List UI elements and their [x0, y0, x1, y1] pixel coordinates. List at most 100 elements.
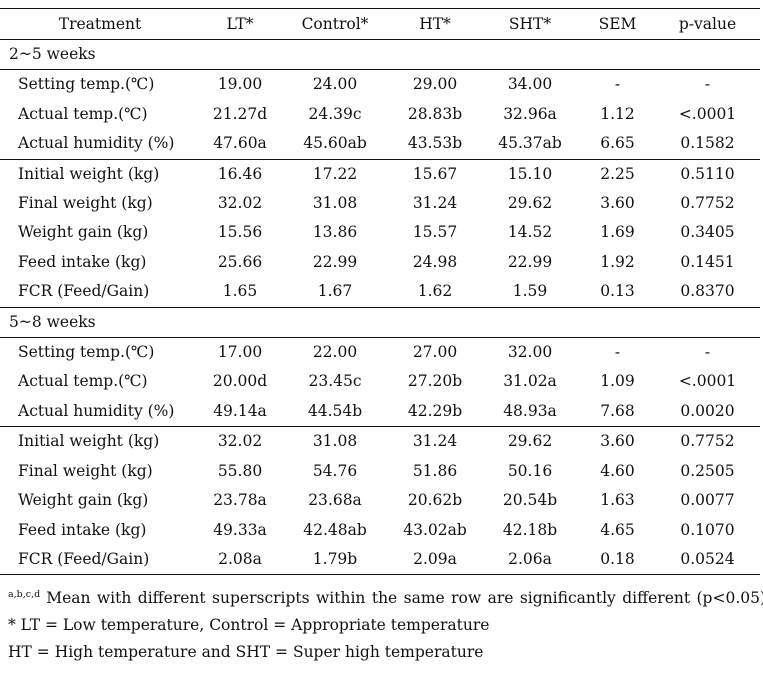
section-title: 5~8 weeks [0, 306, 760, 338]
cell-lt: 49.14a [213, 401, 267, 420]
cell-p-value: 0.2505 [680, 461, 735, 480]
row-label: Weight gain (kg) [18, 223, 149, 242]
cell-sht: 45.37ab [498, 134, 562, 153]
cell-control: 22.99 [312, 252, 358, 271]
footnote-significance-text: Mean with different superscripts within … [46, 589, 763, 607]
cell-control: 42.48ab [303, 520, 367, 539]
cell-p-value: 0.7752 [655, 426, 760, 457]
cell-p-value: 0.0077 [680, 491, 735, 510]
cell-ht: 1.62 [417, 282, 453, 301]
column-header-lt: LT* [200, 8, 280, 40]
cell-lt: 16.46 [200, 158, 280, 190]
cell-lt: 25.66 [217, 252, 263, 271]
cell-sht: 42.18b [502, 520, 558, 539]
row-label: FCR (Feed/Gain) [18, 282, 150, 301]
table-row: Setting temp.(℃) 17.00 22.00 27.00 32.00… [0, 337, 760, 368]
table-footnotes: a,b,c,d Mean with different superscripts … [8, 581, 763, 666]
cell-ht: 24.98 [412, 252, 458, 271]
cell-control: 17.22 [280, 158, 390, 190]
table-row: Weight gain (kg) 23.78a 23.68a 20.62b 20… [0, 486, 760, 515]
row-label: Actual humidity (%) [18, 134, 175, 153]
row-label: Final weight (kg) [18, 461, 153, 480]
cell-sem: 1.69 [600, 223, 635, 242]
results-table: Treatment LT* Control* HT* SHT* SEM p-va… [0, 8, 760, 576]
row-label: Initial weight (kg) [0, 426, 200, 457]
cell-p-value: 0.7752 [680, 194, 735, 213]
cell-sht: 34.00 [480, 69, 580, 100]
cell-ht: 15.57 [412, 223, 458, 242]
cell-ht: 2.09a [390, 544, 480, 576]
cell-sem: 4.65 [600, 520, 635, 539]
cell-sht: 1.59 [512, 282, 548, 301]
cell-control: 22.00 [280, 337, 390, 368]
cell-p-value: 0.3405 [680, 223, 735, 242]
table-row: Actual temp.(℃) 21.27d 24.39c 28.83b 32.… [0, 100, 760, 129]
cell-sem: 6.65 [600, 134, 635, 153]
cell-lt: 32.02 [217, 194, 263, 213]
column-header-sem: SEM [580, 8, 655, 40]
table-row: Initial weight (kg) 32.02 31.08 31.24 29… [0, 426, 760, 457]
cell-control: 45.60ab [303, 134, 367, 153]
cell-ht: 29.00 [390, 69, 480, 100]
cell-p-value: - [655, 337, 760, 368]
cell-lt: 15.56 [217, 223, 263, 242]
cell-ht: 28.83b [407, 104, 463, 123]
cell-sht: 2.06a [480, 544, 580, 576]
cell-control: 24.00 [280, 69, 390, 100]
cell-ht: 51.86 [412, 461, 458, 480]
cell-sht: 32.96a [503, 104, 557, 123]
row-label: Actual humidity (%) [18, 401, 175, 420]
column-header-control: Control* [280, 8, 390, 40]
cell-lt: 2.08a [200, 544, 280, 576]
table-row: Actual temp.(℃) 20.00d 23.45c 27.20b 31.… [0, 367, 760, 396]
cell-p-value: <.0001 [678, 104, 737, 123]
cell-control: 1.79b [280, 544, 390, 576]
cell-sht: 50.16 [507, 461, 553, 480]
cell-lt: 19.00 [200, 69, 280, 100]
cell-lt: 23.78a [213, 491, 267, 510]
table-row: Actual humidity (%) 47.60a 45.60ab 43.53… [0, 129, 760, 159]
row-label: Final weight (kg) [18, 194, 153, 213]
table-row: Actual humidity (%) 49.14a 44.54b 42.29b… [0, 397, 760, 427]
column-header-treatment: Treatment [0, 8, 200, 40]
cell-lt: 47.60a [213, 134, 267, 153]
cell-lt: 49.33a [213, 520, 267, 539]
section-row-2-5-weeks: 2~5 weeks [0, 40, 760, 70]
cell-sht: 22.99 [507, 252, 553, 271]
cell-sht: 32.00 [480, 337, 580, 368]
cell-p-value: 0.8370 [680, 282, 735, 301]
cell-lt: 17.00 [200, 337, 280, 368]
table-row: Initial weight (kg) 16.46 17.22 15.67 15… [0, 158, 760, 190]
table-row: Feed intake (kg) 49.33a 42.48ab 43.02ab … [0, 516, 760, 545]
cell-ht: 20.62b [407, 491, 463, 510]
cell-p-value: 0.1070 [680, 520, 735, 539]
cell-sem: 4.60 [600, 461, 635, 480]
section-title: 2~5 weeks [9, 45, 96, 63]
cell-p-value: 0.0020 [680, 401, 735, 420]
header-row: Treatment LT* Control* HT* SHT* SEM p-va… [0, 8, 760, 40]
table-row: Weight gain (kg) 15.56 13.86 15.57 14.52… [0, 218, 760, 247]
cell-control: 24.39c [308, 104, 362, 123]
row-label: Setting temp.(℃) [0, 337, 200, 368]
row-label: Setting temp.(℃) [0, 69, 200, 100]
footnote-abbrev-1: * LT = Low temperature, Control = Approp… [8, 616, 490, 634]
table-body: 2~5 weeks Setting temp.(℃) 19.00 24.00 2… [0, 40, 760, 576]
cell-ht: 43.02ab [403, 520, 467, 539]
cell-sht: 29.62 [507, 194, 553, 213]
cell-p-value: 0.1451 [680, 252, 735, 271]
cell-sem: - [580, 337, 655, 368]
cell-ht: 15.67 [390, 158, 480, 190]
cell-sem: 1.09 [600, 372, 635, 391]
row-label: Feed intake (kg) [18, 520, 147, 539]
cell-sht: 48.93a [503, 401, 557, 420]
cell-sem: 2.25 [580, 158, 655, 190]
cell-control: 54.76 [312, 461, 358, 480]
column-header-sht: SHT* [480, 8, 580, 40]
cell-p-value: 0.0524 [655, 544, 760, 576]
cell-ht: 27.00 [390, 337, 480, 368]
row-label: FCR (Feed/Gain) [0, 544, 200, 576]
cell-control: 31.08 [312, 194, 358, 213]
cell-ht: 31.24 [412, 194, 458, 213]
table-row: FCR (Feed/Gain) 2.08a 1.79b 2.09a 2.06a … [0, 544, 760, 576]
table-row: Final weight (kg) 55.80 54.76 51.86 50.1… [0, 457, 760, 486]
